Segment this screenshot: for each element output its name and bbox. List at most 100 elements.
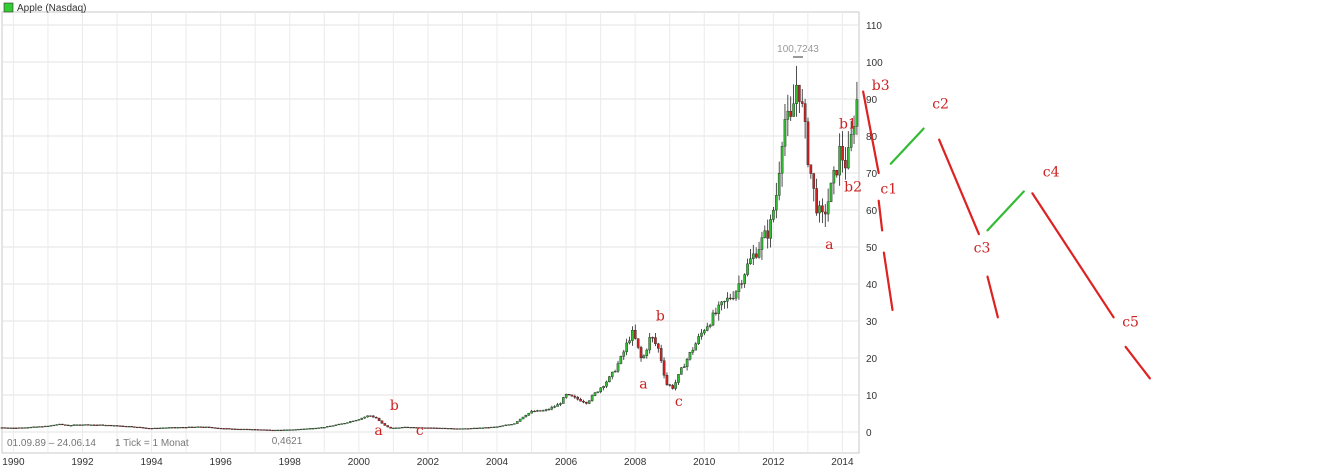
candle-body (325, 426, 329, 428)
candle-body (392, 427, 395, 429)
wave-label: c4 (1043, 165, 1060, 181)
candle-body (228, 428, 231, 430)
candle-body (17, 427, 21, 429)
candle-body (685, 359, 689, 367)
x-tick-label: 1994 (140, 457, 163, 468)
candle-body (366, 415, 369, 418)
candle-body (159, 427, 162, 429)
candle-body (550, 406, 554, 410)
candle-body (87, 424, 90, 426)
candle-body (403, 426, 407, 429)
wave-label: c1 (880, 181, 897, 197)
candle-body (587, 400, 591, 404)
candle-body (648, 337, 651, 351)
candle-body (737, 283, 741, 292)
candle-body (104, 424, 107, 427)
candle-body (349, 421, 352, 423)
candle-body (651, 337, 654, 339)
wave-label: c5 (1122, 315, 1139, 331)
candle-body (703, 330, 706, 334)
candle-body (323, 427, 326, 429)
candle-body (846, 147, 850, 169)
candle-body (268, 429, 272, 431)
wave-label: b3 (872, 78, 890, 94)
candle-body (481, 427, 485, 429)
x-tick-label: 2014 (831, 457, 854, 468)
wave-label: c3 (974, 241, 991, 257)
candle-body (766, 230, 769, 239)
candle-body (308, 428, 312, 430)
candle-body (420, 427, 424, 429)
candle-body (265, 429, 269, 431)
candle-body (777, 173, 781, 196)
candle-body (639, 347, 643, 359)
candle-body (855, 99, 859, 127)
candle-body (740, 283, 744, 285)
x-tick-label: 2012 (762, 457, 785, 468)
candle-body (487, 427, 490, 429)
candle-body (144, 427, 148, 429)
candle-body (608, 376, 611, 383)
candle-body (760, 237, 764, 250)
candle-body (176, 427, 179, 429)
candle-body (458, 428, 461, 430)
x-tick-label: 2002 (417, 457, 440, 468)
y-tick-label: 100 (866, 58, 883, 69)
candle-body (455, 428, 459, 430)
candle-body (138, 426, 142, 429)
candle-body (0, 427, 4, 429)
candle-body (795, 84, 798, 105)
candle-body (305, 428, 309, 430)
candle-body (400, 427, 404, 429)
candle-body (671, 385, 675, 389)
candle-body (161, 427, 165, 429)
candle-body (179, 427, 182, 429)
candle-body (49, 425, 53, 427)
candle-body (190, 426, 194, 428)
candle-body (187, 426, 191, 428)
candle-body (688, 352, 692, 360)
candle-body (800, 101, 804, 104)
elliott-wave-lines (862, 90, 1151, 380)
wave-line (889, 127, 925, 165)
candle-body (262, 429, 266, 431)
candle-body (320, 427, 323, 429)
candle-body (170, 427, 174, 429)
y-tick-label: 30 (866, 317, 878, 328)
candle-body (852, 126, 856, 135)
candle-body (9, 427, 12, 429)
candle-body (337, 423, 341, 426)
candle-body (285, 429, 289, 431)
candle-body (35, 426, 38, 428)
candle-body (397, 427, 401, 429)
candle-body (441, 427, 444, 430)
candle-body (694, 343, 698, 351)
wave-line (877, 199, 884, 232)
candle-body (351, 420, 355, 422)
candle-body (700, 332, 703, 337)
candle-body (216, 427, 220, 429)
gridlines (2, 12, 859, 453)
candle-body (789, 110, 793, 117)
candle-body (515, 421, 519, 424)
candle-body (556, 404, 559, 407)
candle-body (490, 426, 493, 429)
candle-body (507, 424, 510, 426)
candle-body (492, 426, 496, 428)
candle-body (475, 427, 479, 430)
candle-body (369, 415, 372, 417)
candle-body (43, 425, 47, 428)
candle-body (205, 426, 208, 428)
candle-body (294, 429, 297, 431)
candle-body (418, 427, 421, 429)
candle-body (501, 425, 505, 427)
candle-body (426, 427, 430, 429)
candle-body (821, 205, 824, 213)
candle-body (723, 300, 726, 303)
candle-body (498, 425, 502, 428)
candle-body (15, 427, 18, 429)
candle-body (331, 425, 335, 427)
candle-body (622, 351, 626, 357)
x-tick-label: 2010 (693, 457, 716, 468)
candle-body (605, 381, 608, 387)
